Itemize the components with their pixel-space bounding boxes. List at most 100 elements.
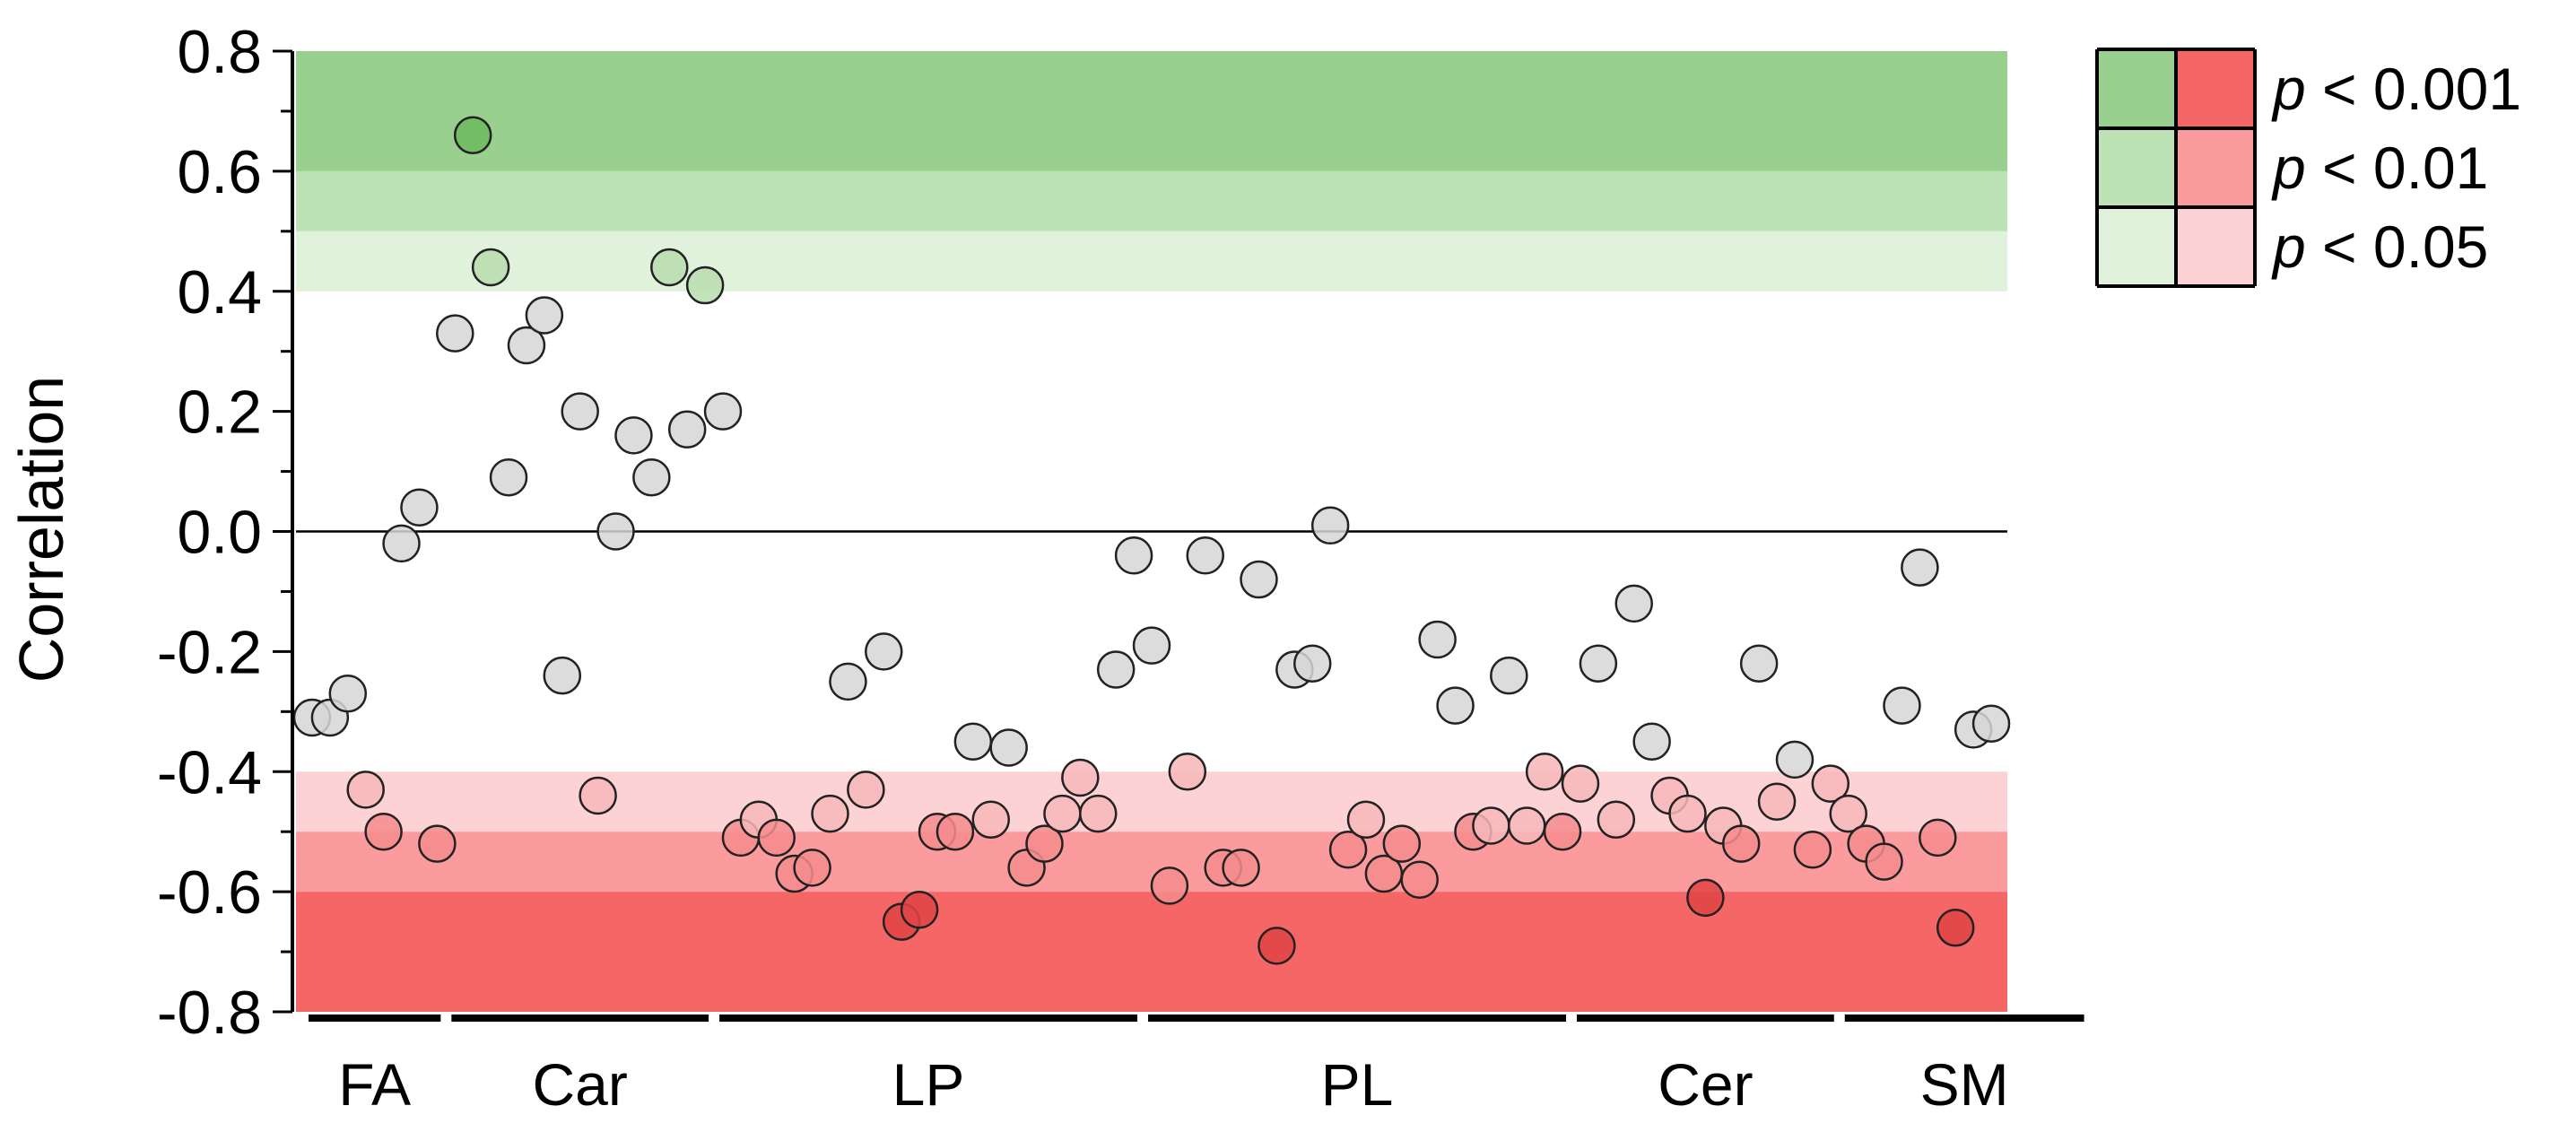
data-point: [1883, 686, 1921, 725]
data-point: [346, 771, 385, 809]
data-point: [1865, 842, 1903, 881]
y-axis: 0.8 0.6 0.4 0.2 0.0 -0.2 -0.4 -0.6 -0.8: [157, 18, 294, 1047]
data-point: [1739, 644, 1779, 684]
legend-label: p < 0.05: [2271, 213, 2488, 280]
y-tick-label: -0.2: [157, 618, 262, 686]
y-tick-label: 0.0: [177, 499, 262, 567]
y-tick-label: 0.2: [177, 379, 262, 447]
data-point: [1757, 782, 1797, 821]
data-point: [971, 800, 1011, 840]
data-point: [543, 656, 582, 695]
data-point: [1310, 506, 1350, 545]
data-point: [667, 410, 707, 448]
data-point: [453, 116, 492, 154]
data-point: [1150, 866, 1189, 905]
data-point: [1507, 806, 1546, 845]
data-point: [400, 488, 439, 527]
data-point: [1614, 584, 1653, 623]
data-point: [1579, 644, 1618, 684]
data-point: [793, 849, 831, 887]
group-label: Car: [533, 1051, 628, 1118]
data-point: [1472, 806, 1510, 845]
data-point: [900, 890, 939, 929]
group-label: SM: [1920, 1051, 2009, 1118]
data-point: [936, 812, 975, 851]
data-point: [1793, 831, 1832, 869]
positive-band-0: [296, 231, 2007, 292]
data-point: [1328, 831, 1368, 869]
data-point: [1400, 860, 1439, 899]
data-point: [1222, 849, 1260, 887]
legend-threshold: < 0.05: [2306, 213, 2489, 280]
legend-swatch-red: [2176, 49, 2255, 128]
data-point: [1132, 626, 1171, 665]
positive-band-1: [296, 170, 2007, 231]
legend-threshold: < 0.01: [2306, 135, 2489, 201]
data-point: [561, 392, 599, 431]
data-point: [1096, 650, 1136, 689]
data-point: [1436, 686, 1475, 725]
data-point: [1775, 740, 1815, 779]
group-label: PL: [1321, 1051, 1394, 1118]
data-point: [1418, 620, 1457, 659]
negative-band-0: [296, 771, 2007, 832]
data-point: [525, 296, 564, 335]
y-axis-label: Correlation: [6, 376, 76, 683]
negative-band-2: [296, 892, 2007, 1012]
data-point: [1919, 818, 1957, 858]
data-point: [1346, 800, 1386, 840]
data-point: [632, 458, 671, 497]
data-point: [1292, 644, 1332, 684]
y-tick-label: 0.4: [177, 258, 262, 327]
data-point: [1668, 794, 1707, 833]
legend-p-symbol: p: [2271, 56, 2306, 122]
data-point: [1811, 764, 1850, 803]
data-point: [847, 771, 885, 809]
data-point: [1168, 753, 1207, 791]
y-tick-label: 0.6: [177, 138, 262, 206]
data-point: [989, 728, 1028, 767]
data-point: [507, 326, 546, 365]
data-point: [1721, 824, 1761, 863]
data-point: [418, 824, 457, 863]
data-point: [1543, 812, 1582, 851]
data-point: [685, 266, 725, 305]
legend-label: p < 0.001: [2271, 56, 2521, 122]
data-point: [1490, 656, 1528, 695]
data-point: [865, 632, 903, 671]
positive-band-2: [296, 51, 2007, 171]
data-point: [1079, 794, 1118, 833]
data-point: [1382, 824, 1422, 863]
group-axis: FA Car LP PL Cer SM: [309, 1014, 2084, 1118]
data-point: [436, 314, 474, 353]
legend-swatch-green: [2097, 49, 2176, 128]
legend-label: p < 0.01: [2271, 135, 2488, 201]
data-point: [1061, 758, 1100, 797]
data-point: [1561, 764, 1600, 803]
data-point: [1043, 794, 1082, 833]
data-point: [614, 416, 653, 455]
data-point: [471, 248, 510, 287]
data-point: [1240, 560, 1278, 599]
data-point: [703, 392, 743, 431]
data-point: [829, 662, 867, 701]
data-point: [1632, 722, 1671, 762]
data-point: [1901, 548, 1939, 587]
data-point: [1686, 878, 1725, 918]
group-label: FA: [338, 1051, 411, 1118]
data-point: [489, 458, 528, 497]
y-tick-label: -0.4: [157, 738, 262, 806]
legend-swatch-red: [2176, 128, 2255, 207]
data-point: [382, 524, 421, 563]
legend-swatch-red: [2176, 207, 2255, 286]
data-point: [596, 512, 635, 551]
y-tick-label: -0.6: [157, 858, 262, 927]
legend-swatch-green: [2097, 128, 2176, 207]
data-point: [1114, 536, 1153, 575]
data-point: [650, 248, 689, 287]
data-point: [1936, 909, 1975, 947]
data-point: [1597, 800, 1636, 840]
data-points: [292, 116, 2011, 965]
group-label: LP: [892, 1051, 965, 1118]
data-point: [364, 812, 403, 851]
